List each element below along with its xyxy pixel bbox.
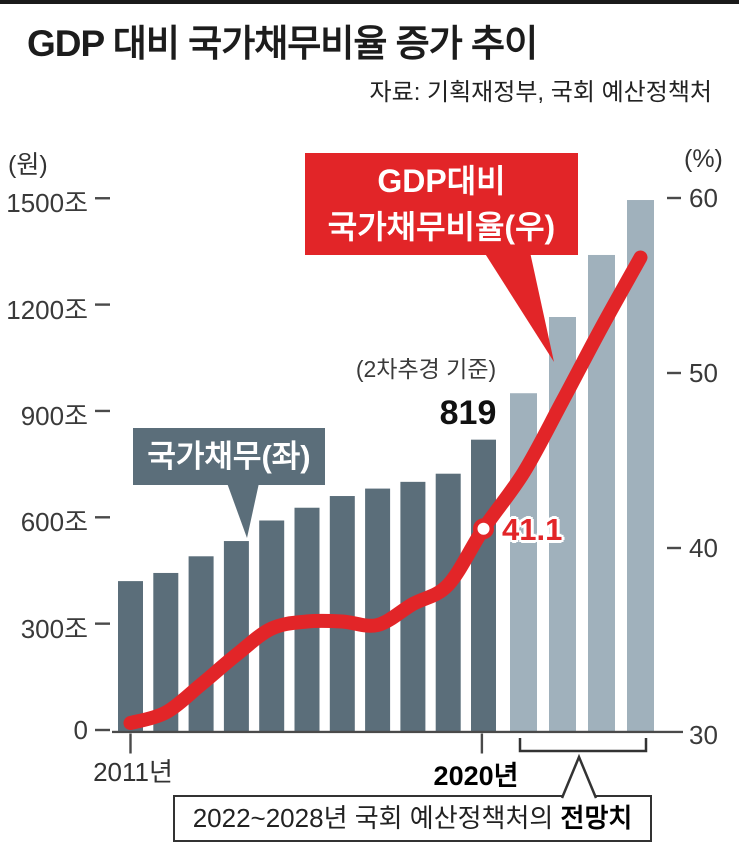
forecast-note-text: 2022~2028년 국회 예산정책처의 <box>192 803 561 833</box>
right-axis-tick-dash <box>667 546 681 550</box>
page-title: GDP 대비 국가채무비율 증가 추이 <box>27 23 538 64</box>
right-axis-tick-label: 40 <box>689 533 718 563</box>
source-credit: 자료: 기획재정부, 국회 예산정책처 <box>369 79 712 106</box>
x-axis-label-2020: 2020년 <box>433 761 519 791</box>
right-axis-tick-label: 60 <box>689 183 718 213</box>
bar-callout-pointer <box>227 483 259 538</box>
top-rule <box>0 0 739 4</box>
x-axis-tick-2020 <box>480 733 484 754</box>
left-axis-tick-label: 300조 <box>20 613 88 644</box>
left-axis-unit: (원) <box>8 151 48 179</box>
forecast-bracket <box>518 738 648 753</box>
line-callout-pointer <box>484 252 554 362</box>
right-axis-unit: (%) <box>684 145 723 173</box>
left-axis-tick-dash <box>95 303 110 306</box>
bar-actual <box>329 496 355 732</box>
right-axis-tick-label: 30 <box>689 720 718 750</box>
bar-forecast <box>627 200 654 732</box>
right-axis-tick-label: 50 <box>689 358 718 388</box>
left-axis-tick-dash <box>95 197 110 200</box>
left-axis-tick-label: 1200조 <box>6 294 88 325</box>
bar-actual <box>365 488 391 732</box>
highlight-pct-value: 41.1 <box>502 512 563 547</box>
forecast-note-bold-text: 전망치 <box>560 803 633 833</box>
peak-bar-value: 819 <box>439 394 497 432</box>
left-axis-tick-dash <box>95 409 110 413</box>
line-callout-line1: GDP대비 <box>377 163 506 199</box>
forecast-note-pointer <box>560 753 598 799</box>
left-axis-tick-dash <box>95 728 110 732</box>
bar-actual <box>188 556 214 732</box>
line-callout-line2: 국가채무비율(우) <box>327 209 556 245</box>
bar-actual <box>223 541 249 732</box>
left-axis-tick-label: 1500조 <box>6 188 88 219</box>
left-axis-tick-label: 600조 <box>20 507 88 538</box>
x-axis-tick-first <box>129 733 132 754</box>
left-axis-tick-dash <box>95 622 110 625</box>
peak-annotation-note: (2차추경 기준) <box>355 356 497 382</box>
x-axis-label-first-year: 2011년 <box>93 757 173 787</box>
right-axis-tick-dash <box>667 371 681 375</box>
ratio-line <box>123 250 648 730</box>
bar-actual <box>471 439 496 732</box>
line-series-callout: GDP대비 국가채무비율(우) <box>305 153 578 255</box>
forecast-note-box: 2022~2028년 국회 예산정책처의 전망치 <box>173 795 652 842</box>
right-axis-tick-dash <box>667 196 681 200</box>
bar-actual <box>118 581 143 732</box>
highlight-point-dot <box>477 522 490 535</box>
bar-series-callout: 국가채무(좌) <box>133 428 325 485</box>
left-axis-tick-dash <box>95 516 110 519</box>
bar-actual <box>435 473 461 732</box>
left-axis-tick-label: 900조 <box>20 400 88 431</box>
left-axis-tick-label: 0 <box>73 715 88 745</box>
x-axis-baseline <box>112 730 683 734</box>
